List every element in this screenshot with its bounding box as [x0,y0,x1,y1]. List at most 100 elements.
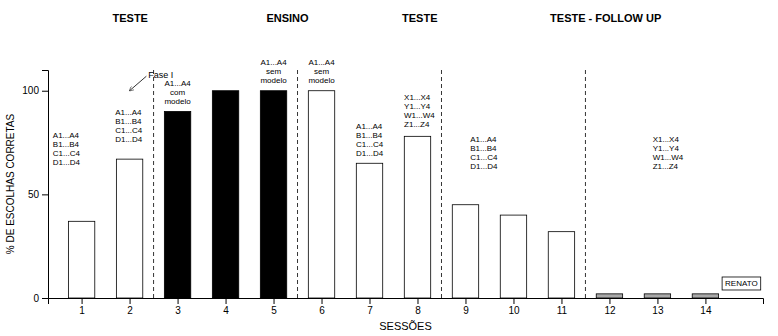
tick: 13 [652,298,664,316]
x-axis-title: SESSÕES [379,320,432,332]
section-label: TESTE [112,12,147,24]
annotation-line: C1...C4 [470,153,498,162]
tick: 5 [271,298,277,316]
tick-mark [322,298,323,304]
tick-label: 0 [33,293,39,304]
tick: 7 [367,298,373,316]
tick-mark [561,298,562,304]
boxed-label: RENATO [722,277,761,290]
tick-label: 3 [175,305,181,316]
annotation: A1...A4B1...B4C1...C4D1...D4 [53,131,81,167]
tick-label: 5 [271,305,277,316]
bar [356,163,382,298]
annotation-line: Y1...Y4 [404,102,431,111]
tick: 100 [22,85,48,96]
annotation: A1...A4B1...B4C1...C4D1...D4 [356,122,384,158]
x-axis: 1234567891011121314 [49,298,764,316]
bar [548,232,574,298]
annotation-line: B1...B4 [115,117,142,126]
arrow [130,76,147,91]
tick-mark [42,194,48,195]
tick-mark [178,298,179,304]
boxed-label-text: RENATO [725,279,758,288]
annotation-line: C1...C4 [356,140,384,149]
annotation: X1...X4Y1...Y4W1...W4Z1...Z4 [404,93,435,129]
annotation-line: B1...B4 [53,140,80,149]
annotation-line: W1...W4 [404,111,435,120]
annotation-line: Y1...Y4 [653,144,680,153]
bar [164,111,190,298]
tick: 9 [463,298,469,316]
tick-label: 6 [319,305,325,316]
tick-mark [417,298,418,304]
bar [644,294,670,298]
tick: 12 [604,298,616,316]
section-label: TESTE - FOLLOW UP [550,12,661,24]
tick-label: 1 [79,305,85,316]
tick-mark [42,91,48,92]
annotation-line: modelo [308,76,335,85]
y-axis: 0 50 100 [22,71,48,304]
annotation: A1...A4B1...B4C1...C4D1...D4 [115,108,143,144]
annotation-line: D1...D4 [53,158,81,167]
bar [116,159,142,298]
tick-label: 11 [557,305,568,316]
y-axis-title: % DE ESCOLHAS CORRETAS [5,113,16,254]
tick-label: 13 [652,305,664,316]
annotation-line: X1...X4 [404,93,431,102]
annotation-line: sem [266,67,281,76]
tick-mark [370,298,371,304]
tick-mark [82,298,83,304]
bar [692,294,718,298]
annotation-line: Z1...Z4 [404,120,430,129]
annotation-line: modelo [260,76,287,85]
annotation: A1...A4semmodelo [308,58,335,85]
tick: 3 [175,298,181,316]
annotation: X1...X4Y1...Y4W1...W4Z1...Z4 [653,135,684,171]
tick: 2 [127,298,133,316]
tick-mark [42,298,48,299]
marks [68,70,718,298]
tick: 10 [508,298,520,316]
tick: 11 [557,298,568,316]
tick-label: 8 [415,305,421,316]
tick: 0 [33,293,48,304]
tick-label: 10 [508,305,520,316]
annotation-line: com [170,88,185,97]
annotation-line: X1...X4 [653,135,680,144]
bar [68,221,94,298]
tick-mark [513,298,514,304]
section-label: TESTE [402,12,437,24]
annotation-line: B1...B4 [356,131,383,140]
annotation-line: D1...D4 [356,149,384,158]
tick: 4 [223,298,229,316]
tick-mark [609,298,610,304]
annotation-line: A1...A4 [164,79,191,88]
tick-label: 14 [700,305,712,316]
tick-label: 100 [22,85,39,96]
annotation-line: D1...D4 [470,162,498,171]
annotation-line: C1...C4 [115,126,143,135]
tick-label: 50 [28,189,40,200]
bar [212,91,238,298]
bar [308,91,334,298]
tick-mark [657,298,658,304]
divider-line [441,70,442,298]
axis-line [42,71,49,299]
tick: 6 [319,298,325,316]
plot: 1234567891011121314050100SESSÕES% DE ESC… [5,58,764,332]
annotation: A1...A4semmodelo [260,58,287,85]
tick-mark [130,298,131,304]
annotation-line: A1...A4 [115,108,142,117]
bar [452,205,478,298]
label-box [722,277,761,290]
bar [404,136,430,298]
annotation-line: A1...A4 [53,131,80,140]
annotation-line: D1...D4 [115,135,143,144]
tick-label: 4 [223,305,229,316]
annotation: A1...A4commodelo [164,79,191,106]
section-label: ENSINO [266,12,309,24]
annotation-line: C1...C4 [53,149,81,158]
annotation: A1...A4B1...B4C1...C4D1...D4 [470,135,498,171]
divider-line [297,70,298,298]
